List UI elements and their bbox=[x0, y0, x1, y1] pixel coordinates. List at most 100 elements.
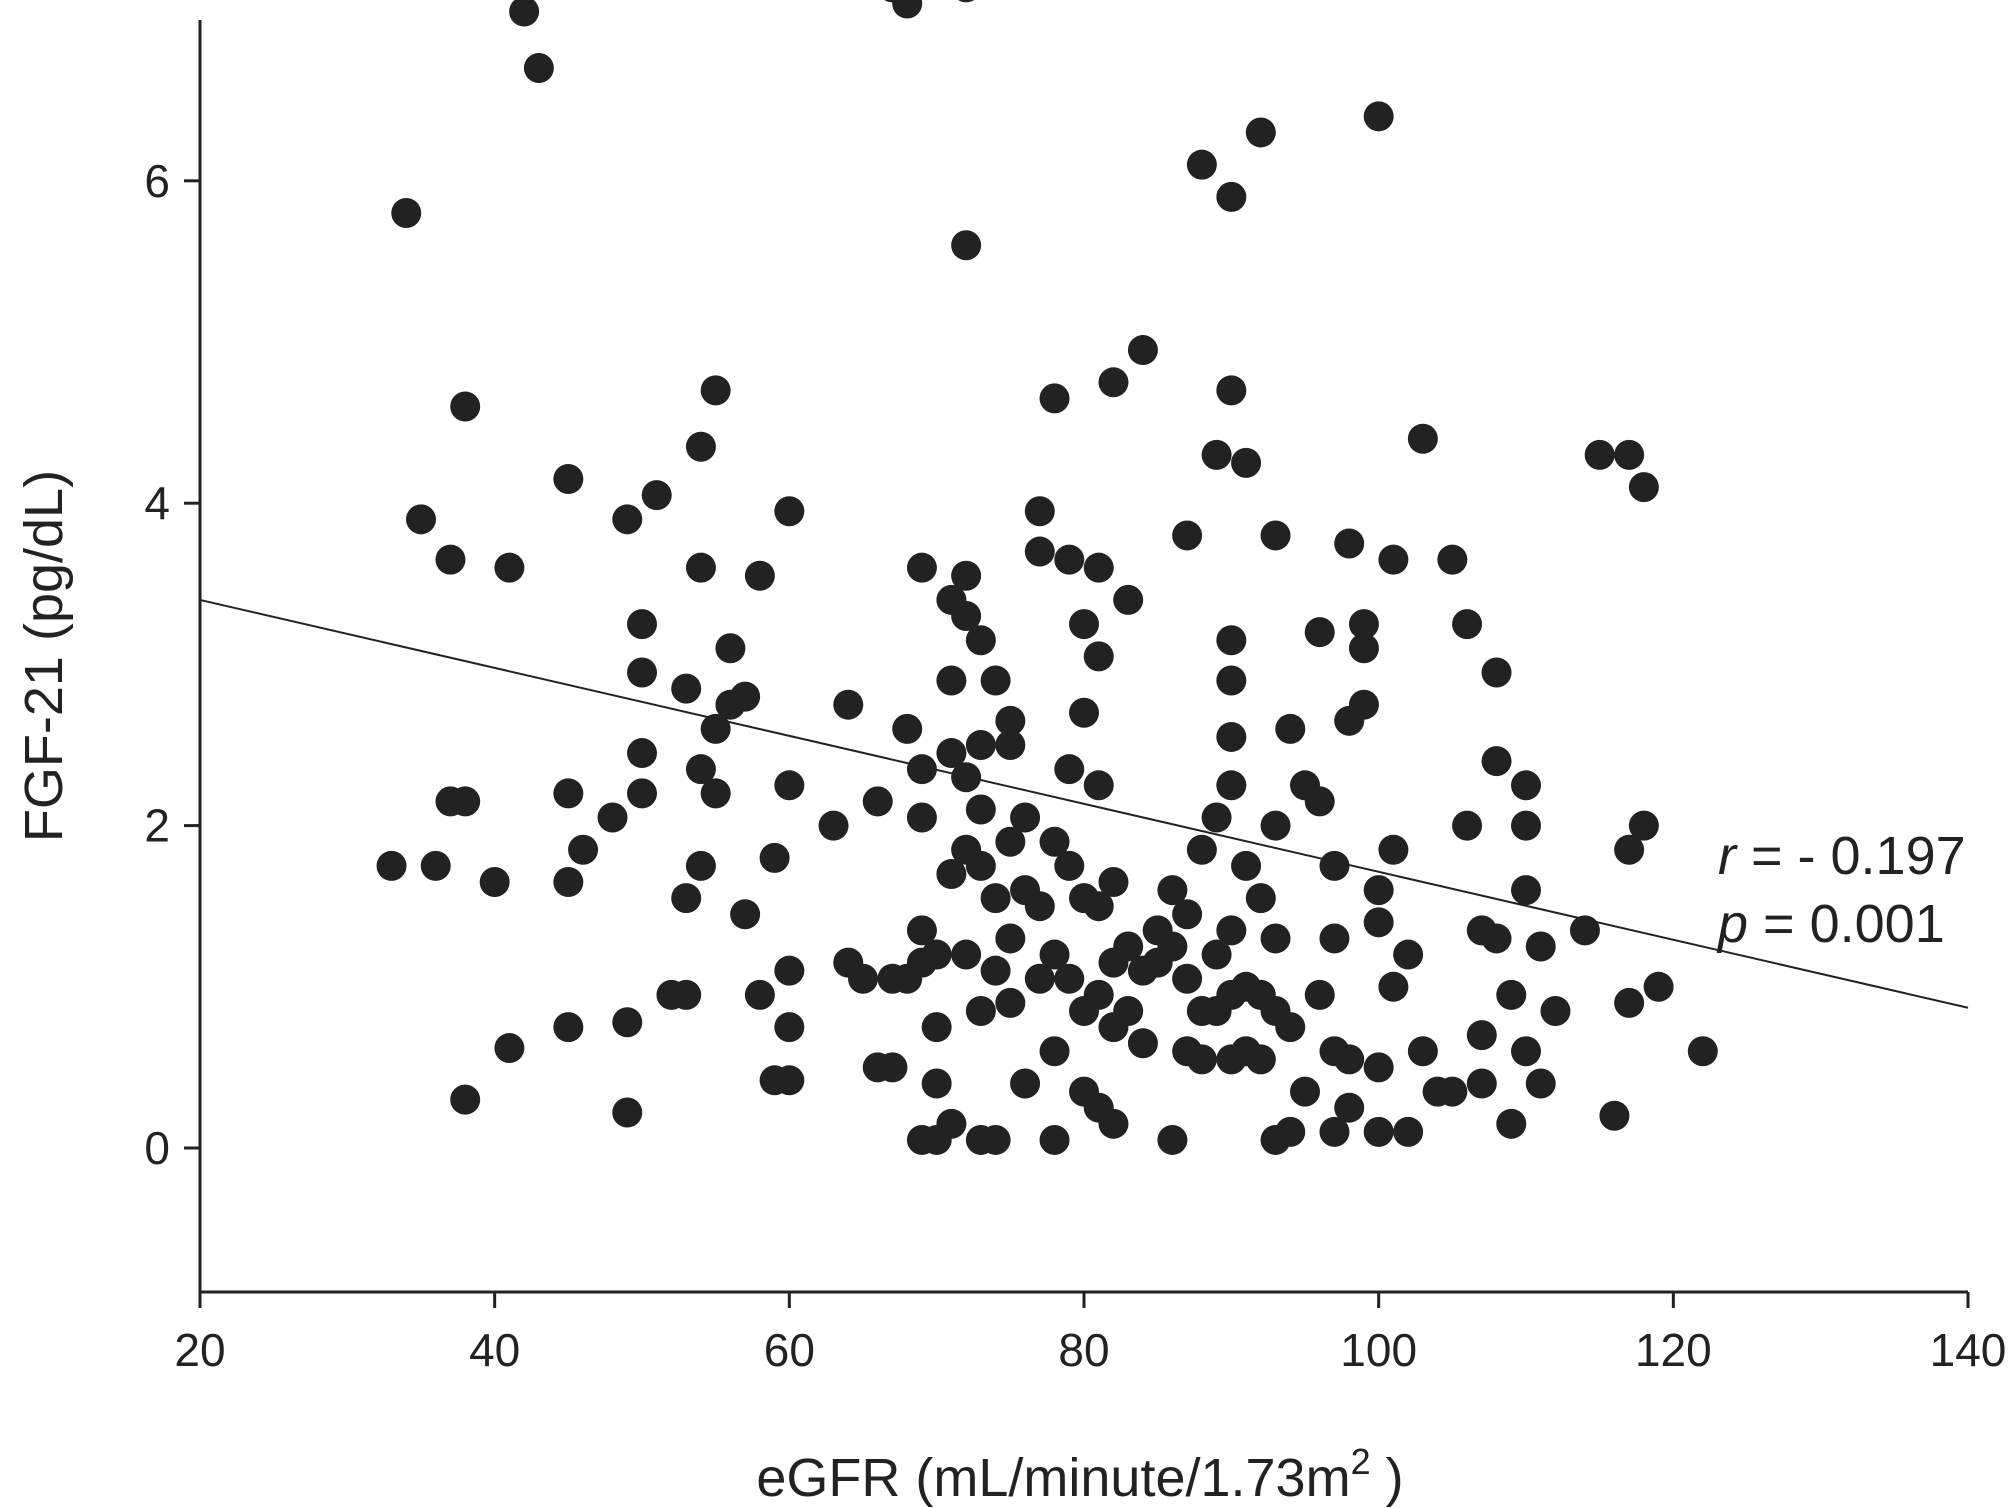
r-value: = - 0.197 bbox=[1736, 826, 1966, 886]
data-point bbox=[1437, 1076, 1468, 1107]
data-point bbox=[951, 762, 982, 793]
data-point bbox=[980, 883, 1011, 914]
data-point bbox=[1569, 915, 1600, 946]
data-point bbox=[1127, 1028, 1158, 1059]
data-points bbox=[376, 0, 1718, 1155]
data-point bbox=[671, 673, 702, 704]
data-point bbox=[1069, 609, 1099, 640]
data-point bbox=[1481, 746, 1512, 777]
y-tick-label: 2 bbox=[144, 800, 170, 852]
data-point bbox=[1098, 1108, 1129, 1139]
data-point bbox=[406, 504, 436, 535]
data-point bbox=[1216, 915, 1247, 946]
data-point bbox=[1201, 802, 1232, 833]
data-point bbox=[1275, 1116, 1306, 1147]
data-point bbox=[1231, 850, 1262, 881]
data-point bbox=[1378, 971, 1409, 1002]
data-point bbox=[848, 963, 878, 994]
data-point bbox=[1511, 770, 1541, 801]
data-point bbox=[906, 915, 937, 946]
data-point bbox=[936, 738, 967, 769]
data-point bbox=[627, 738, 657, 769]
data-point bbox=[1260, 520, 1291, 551]
data-point bbox=[1216, 375, 1247, 406]
data-point bbox=[995, 826, 1026, 857]
x-tick-label: 80 bbox=[1058, 1324, 1109, 1376]
data-point bbox=[1275, 713, 1306, 744]
data-point bbox=[1054, 544, 1085, 575]
x-ticks: 20 40 60 80 100 120 140 bbox=[174, 1292, 2006, 1376]
data-point bbox=[774, 1065, 805, 1096]
data-point bbox=[1614, 987, 1645, 1018]
data-point bbox=[685, 552, 716, 583]
data-point bbox=[936, 1108, 967, 1139]
data-point bbox=[612, 1097, 643, 1128]
data-point bbox=[1452, 810, 1483, 841]
data-point bbox=[1216, 665, 1247, 696]
data-point bbox=[980, 665, 1011, 696]
data-point bbox=[671, 883, 702, 914]
data-point bbox=[641, 480, 672, 511]
data-point bbox=[1069, 697, 1099, 728]
data-point bbox=[1186, 1044, 1217, 1075]
data-point bbox=[1643, 971, 1674, 1002]
data-point bbox=[1172, 520, 1203, 551]
data-point bbox=[1010, 802, 1041, 833]
data-point bbox=[1245, 883, 1276, 914]
y-ticks: 02468101214 bbox=[144, 155, 200, 1174]
data-point bbox=[1304, 979, 1335, 1010]
data-point bbox=[435, 544, 466, 575]
data-point bbox=[1363, 907, 1394, 938]
data-point bbox=[1024, 536, 1055, 567]
data-point bbox=[774, 496, 805, 527]
data-point bbox=[1481, 657, 1512, 688]
data-point bbox=[479, 867, 510, 898]
data-point bbox=[715, 633, 746, 664]
data-point bbox=[921, 1068, 952, 1099]
data-point bbox=[627, 657, 657, 688]
data-point bbox=[951, 560, 982, 591]
data-point bbox=[1172, 963, 1203, 994]
p-value: = 0.001 bbox=[1748, 894, 1945, 954]
data-point bbox=[906, 552, 937, 583]
data-point bbox=[1511, 875, 1541, 906]
data-point bbox=[494, 1033, 525, 1064]
correlation-p-label: p = 0.001 bbox=[1716, 894, 1945, 954]
data-point bbox=[774, 955, 805, 986]
x-axis-title-main: eGFR (mL/minute/1.73m bbox=[756, 1448, 1350, 1508]
p-symbol: p bbox=[1716, 894, 1748, 954]
data-point bbox=[612, 1007, 643, 1038]
data-point bbox=[1363, 875, 1394, 906]
data-point bbox=[1525, 1068, 1556, 1099]
data-point bbox=[553, 778, 584, 809]
data-point bbox=[995, 705, 1026, 736]
data-point bbox=[1024, 891, 1055, 922]
data-point bbox=[921, 939, 952, 970]
data-point bbox=[1083, 552, 1114, 583]
data-point bbox=[553, 867, 584, 898]
data-point bbox=[730, 899, 761, 930]
data-point bbox=[995, 730, 1026, 760]
data-point bbox=[1334, 1044, 1365, 1075]
data-point bbox=[744, 979, 775, 1010]
data-point bbox=[1628, 472, 1659, 503]
data-point bbox=[1334, 528, 1365, 559]
x-axis-title-superscript: 2 bbox=[1351, 1441, 1371, 1482]
data-point bbox=[509, 0, 540, 27]
data-point bbox=[1157, 1124, 1188, 1155]
data-point bbox=[685, 754, 716, 785]
data-point bbox=[1157, 875, 1188, 906]
data-point bbox=[965, 995, 996, 1026]
data-point bbox=[818, 810, 849, 841]
data-point bbox=[1113, 995, 1144, 1026]
data-point bbox=[1348, 609, 1379, 640]
data-point bbox=[1216, 770, 1247, 801]
data-point bbox=[862, 786, 893, 817]
data-point bbox=[1083, 770, 1114, 801]
data-point bbox=[568, 834, 599, 865]
data-point bbox=[1348, 633, 1379, 664]
data-point bbox=[1113, 584, 1144, 615]
data-point bbox=[980, 955, 1011, 986]
data-point bbox=[1393, 939, 1424, 970]
